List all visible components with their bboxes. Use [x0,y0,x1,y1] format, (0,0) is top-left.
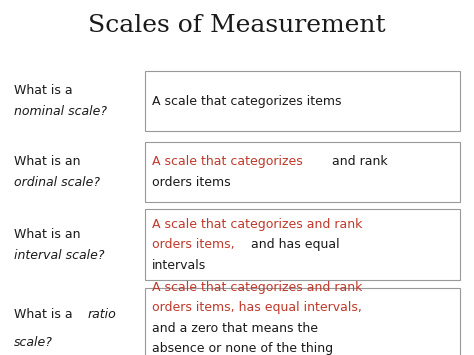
Text: orders items,: orders items, [152,239,234,251]
Text: ordinal scale?: ordinal scale? [14,176,100,189]
FancyBboxPatch shape [145,209,460,280]
Text: What is a: What is a [14,84,73,97]
Text: intervals: intervals [152,259,206,272]
FancyBboxPatch shape [145,142,460,202]
Text: ratio: ratio [88,308,117,321]
Text: A scale that categorizes: A scale that categorizes [152,155,302,168]
Text: orders items, has equal intervals,: orders items, has equal intervals, [152,301,362,314]
Text: Scales of Measurement: Scales of Measurement [88,14,386,37]
Text: orders items: orders items [152,176,230,189]
Text: interval scale?: interval scale? [14,249,105,262]
FancyBboxPatch shape [145,71,460,131]
Text: What is a: What is a [14,308,77,321]
Text: What is an: What is an [14,228,81,241]
Text: A scale that categorizes and rank: A scale that categorizes and rank [152,281,362,294]
Text: and a zero that means the: and a zero that means the [152,322,318,335]
Text: What is an: What is an [14,155,81,168]
Text: and rank: and rank [328,155,388,168]
Text: absence or none of the thing: absence or none of the thing [152,343,333,355]
Text: nominal scale?: nominal scale? [14,105,107,118]
Text: A scale that categorizes items: A scale that categorizes items [152,95,341,108]
Text: scale?: scale? [14,336,53,349]
Text: A scale that categorizes and rank: A scale that categorizes and rank [152,218,362,231]
Text: and has equal: and has equal [247,239,340,251]
FancyBboxPatch shape [145,288,460,355]
